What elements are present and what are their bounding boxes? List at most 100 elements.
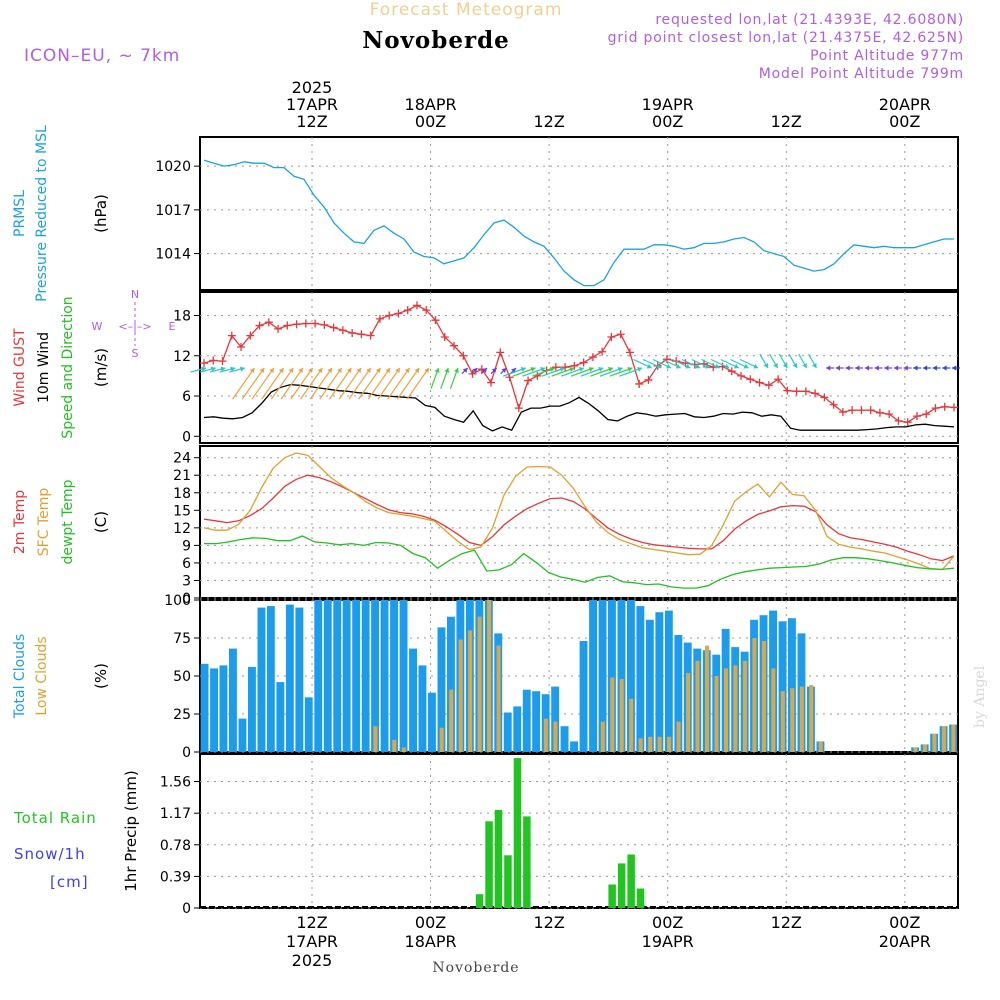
gust-point [857, 406, 866, 415]
wind-arrowhead [714, 363, 720, 369]
bar-rain [485, 821, 493, 908]
bar-rain [608, 884, 616, 908]
side-label: [cm] [50, 873, 89, 891]
wind-arrowhead [685, 363, 691, 369]
gust-point [237, 343, 246, 352]
wind-arrowhead [356, 368, 361, 373]
wind-arrowhead [288, 368, 294, 373]
wind-arrowhead [743, 363, 749, 369]
gust-point [922, 410, 931, 419]
wind-arrow [280, 367, 304, 400]
wind-arrowhead [952, 365, 957, 371]
gust-point [635, 379, 644, 388]
series-line [203, 383, 955, 432]
gust-point [209, 356, 218, 365]
wind-arrowhead [874, 365, 879, 371]
gust-point [422, 306, 431, 315]
gust-point [588, 353, 597, 362]
wind-arrowhead [201, 366, 206, 372]
side-label: Total Rain [13, 809, 97, 827]
gust-point [412, 301, 421, 310]
bottom-time-label: 12Z [533, 913, 564, 932]
side-label: 2m Temp [12, 490, 28, 554]
bar-low-cloud [648, 736, 653, 752]
wind-arrowhead [278, 368, 284, 373]
gust-point [764, 381, 773, 390]
panel-frame [199, 136, 959, 291]
bar-low-cloud [657, 736, 662, 752]
bar-total-cloud [428, 692, 436, 752]
wind-arrowhead [864, 365, 870, 371]
bar-low-cloud [771, 668, 776, 752]
gust-point [885, 410, 894, 419]
gust-point [385, 311, 394, 320]
bar-total-cloud [352, 600, 361, 752]
bar-rain [475, 894, 484, 908]
wind-arrowhead [704, 363, 710, 369]
wind-arrowhead [569, 367, 575, 372]
wind-arrowhead [444, 368, 450, 373]
bar-total-cloud [418, 665, 427, 752]
wind-arrowhead [395, 368, 400, 373]
bar-total-cloud [257, 607, 266, 752]
bar-low-cloud [619, 679, 624, 752]
wind-arrow [338, 367, 362, 400]
y-tick-label: 0 [182, 429, 191, 445]
gust-point [644, 375, 653, 384]
wind-arrowhead [617, 367, 623, 372]
wind-arrow [290, 367, 314, 400]
side-label: Speed and Direction [60, 296, 76, 438]
wind-arrow [348, 367, 372, 400]
top-time-label: 12Z [533, 112, 564, 131]
bottom-time-label: 12Z [296, 913, 327, 932]
bar-low-cloud [913, 747, 918, 752]
requested-coords: requested lon,lat (21.4393E, 42.6080N) [655, 12, 964, 28]
bar-total-cloud [295, 607, 304, 752]
bar-total-cloud [503, 712, 512, 752]
y-tick-label: 1020 [155, 159, 191, 175]
compass-e: E [169, 320, 176, 333]
y-tick-label: 0.78 [160, 838, 191, 854]
gust-point [811, 389, 820, 398]
bar-low-cloud [932, 733, 937, 752]
gust-point [375, 314, 384, 323]
bar-low-cloud [477, 616, 482, 752]
bar-rain [494, 809, 503, 908]
top-time-label: 18APR [405, 95, 457, 114]
wind-arrowhead [922, 365, 928, 371]
gust-point [625, 348, 634, 357]
wind-arrowhead [675, 363, 681, 369]
bar-low-cloud [610, 677, 615, 752]
wind-arrow [396, 367, 420, 400]
wind-arrow [387, 367, 410, 400]
top-time-label: 2025 [292, 78, 333, 97]
bar-total-cloud [314, 600, 323, 752]
y-tick-label: 18 [173, 486, 191, 502]
wind-arrow [261, 367, 284, 400]
wind-arrowhead [269, 368, 274, 373]
gust-point [866, 406, 875, 415]
wind-arrowhead [249, 368, 255, 373]
wind-arrowhead [298, 368, 303, 373]
bar-total-cloud [390, 600, 398, 752]
wind-arrowhead [239, 366, 245, 372]
bar-low-cloud [941, 726, 946, 752]
bottom-time-label: 18APR [405, 932, 457, 951]
wind-arrowhead [826, 365, 831, 371]
y-axis-label: (%) [92, 663, 110, 689]
panel-frame [199, 291, 959, 444]
y-tick-label: 0 [182, 745, 191, 761]
bar-low-cloud [799, 686, 804, 752]
wind-arrow [232, 367, 255, 400]
wind-arrowhead [695, 363, 701, 369]
wind-arrowhead [598, 367, 604, 372]
bar-low-cloud [922, 744, 927, 752]
y-tick-label: 0 [182, 901, 191, 917]
wind-arrowhead [884, 365, 889, 371]
y-tick-label: 0 [182, 591, 191, 607]
wind-arrowhead [414, 368, 420, 373]
bar-low-cloud [458, 639, 463, 752]
bar-low-cloud [951, 724, 956, 752]
